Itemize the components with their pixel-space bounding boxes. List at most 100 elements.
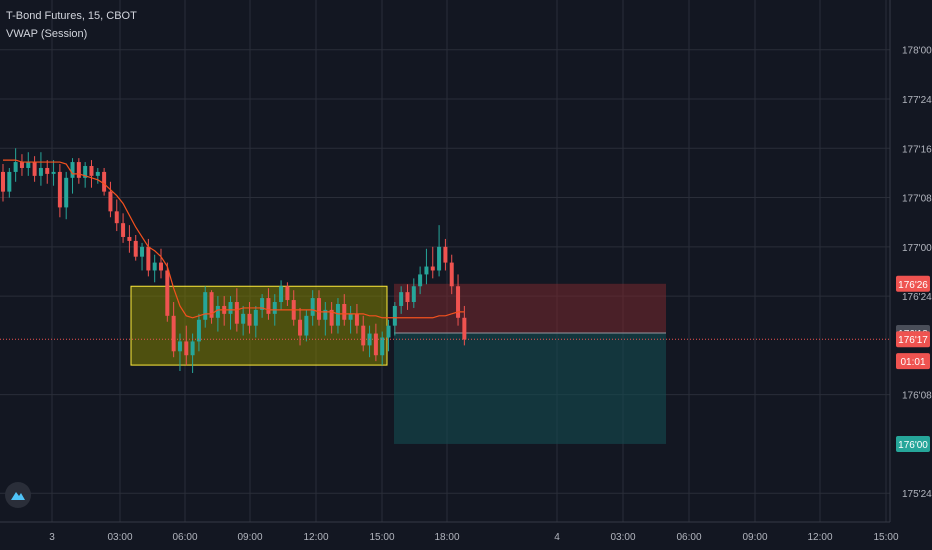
time-tick-label: 18:00: [434, 532, 459, 543]
candle-body: [184, 341, 189, 356]
candle: [456, 274, 461, 326]
candle-body: [247, 313, 252, 326]
price-badge-text: 176'17: [898, 335, 928, 346]
candle-body: [19, 162, 24, 168]
candle: [209, 290, 214, 324]
candle-body: [342, 303, 347, 320]
candle-body: [215, 305, 220, 318]
candle-body: [228, 302, 233, 314]
time-tick-label: 15:00: [369, 532, 394, 543]
candle-body: [70, 162, 75, 178]
candle-body: [241, 313, 246, 324]
candle: [177, 333, 182, 372]
candle: [32, 156, 37, 182]
time-tick-label: 09:00: [742, 532, 767, 543]
candle-body: [253, 309, 258, 326]
candle: [329, 302, 334, 334]
candle: [437, 225, 442, 277]
logo-mountain-icon: [11, 492, 25, 500]
candle-body: [133, 240, 138, 257]
candle-body: [171, 315, 176, 352]
candle: [348, 305, 353, 334]
candle: [102, 167, 107, 196]
candle: [1, 164, 5, 202]
candle: [279, 280, 284, 310]
candle-body: [462, 317, 467, 340]
time-tick-label: 03:00: [107, 532, 132, 543]
price-tick-label: 176'24: [902, 292, 932, 303]
candle-body: [13, 162, 18, 172]
candle-body: [108, 191, 113, 212]
candle: [317, 290, 321, 326]
time-tick-label: 15:00: [873, 532, 898, 543]
candle: [323, 302, 328, 336]
candle: [462, 305, 467, 346]
candle-body: [7, 171, 12, 192]
candle: [108, 181, 113, 218]
price-badge-bg: [896, 275, 930, 292]
candle: [171, 302, 176, 358]
candle: [95, 167, 100, 184]
candle-body: [373, 333, 378, 356]
price-badge-bg: [896, 435, 930, 452]
candle-body: [279, 286, 284, 303]
price-tick-label: 177'08: [902, 194, 932, 205]
candle: [430, 246, 435, 279]
candle: [38, 152, 43, 186]
candle-body: [140, 246, 145, 257]
stop-loss-zone: [394, 283, 666, 334]
candle: [127, 225, 132, 253]
candle: [247, 302, 252, 334]
price-badge-text: 01:01: [900, 357, 925, 368]
price-badge: 01:01: [896, 353, 930, 370]
candle-body: [121, 223, 126, 237]
price-tick-label: 176'08: [902, 391, 932, 402]
candle-body: [399, 292, 404, 306]
candle: [380, 331, 385, 366]
candle-body: [266, 298, 271, 314]
candle: [83, 162, 88, 188]
candle-body: [165, 270, 170, 316]
candle: [70, 158, 75, 194]
candle: [140, 242, 145, 271]
candle-body: [83, 166, 88, 178]
candle-body: [285, 286, 290, 301]
candle: [266, 288, 271, 320]
candle: [76, 158, 81, 184]
price-badge: 176'26: [896, 275, 930, 292]
candle: [165, 262, 170, 322]
price-tick-label: 177'24: [902, 95, 932, 106]
tradingview-logo-icon[interactable]: [5, 482, 31, 508]
candle: [57, 164, 62, 218]
candle-body: [234, 302, 239, 324]
candle: [418, 266, 423, 295]
candle-body: [64, 177, 69, 208]
candle-body: [304, 315, 309, 336]
candle-body: [32, 162, 37, 176]
candle-body: [203, 292, 208, 320]
candle: [64, 171, 69, 220]
vwap-line: [3, 159, 465, 319]
take-profit-zone: [394, 333, 666, 444]
candle: [386, 319, 391, 352]
candle-body: [323, 309, 328, 320]
candle-body: [380, 337, 385, 356]
indicator-label: VWAP (Session): [6, 28, 88, 40]
candle-body: [405, 292, 410, 303]
candle: [190, 333, 195, 373]
candle-body: [26, 162, 31, 168]
candle: [285, 282, 290, 306]
candle-body: [424, 266, 429, 275]
candle-body: [114, 211, 119, 224]
candle-body: [51, 171, 56, 174]
candle: [7, 167, 12, 198]
candle-body: [152, 262, 157, 271]
candle-body: [127, 236, 132, 241]
candle-body: [361, 325, 366, 346]
candle: [26, 152, 31, 176]
symbol-title: T-Bond Futures, 15, CBOT: [6, 10, 137, 22]
candle-body: [437, 246, 442, 271]
candle-body: [159, 262, 163, 271]
candle-body: [317, 298, 321, 320]
